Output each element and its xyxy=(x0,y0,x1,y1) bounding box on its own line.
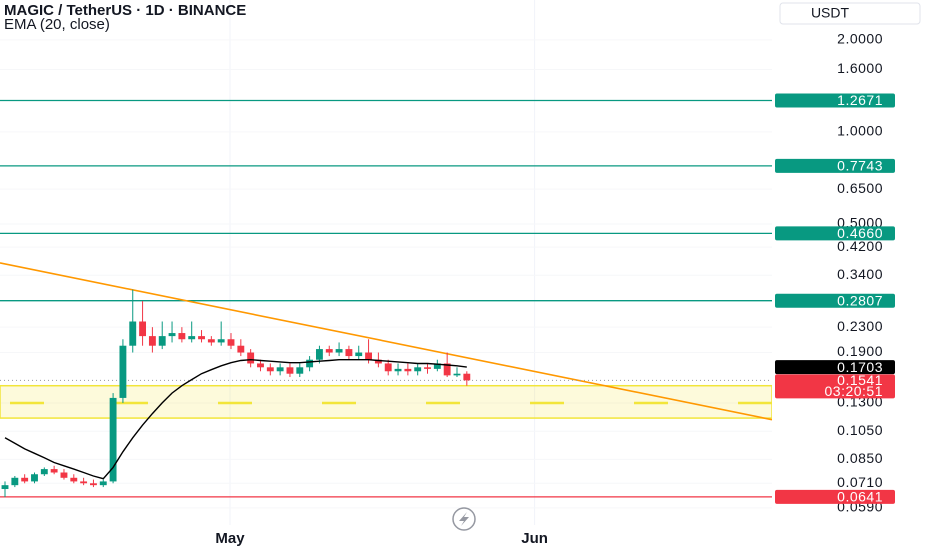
candle-body xyxy=(50,469,58,473)
ema-tag xyxy=(775,360,895,375)
candle-body xyxy=(355,352,363,357)
y-tick-label: 0.4200 xyxy=(837,238,883,254)
candle-body xyxy=(178,333,186,340)
candle-body xyxy=(70,477,78,482)
last-price-label: 0.1541 xyxy=(837,372,883,388)
x-tick-label: Jun xyxy=(521,530,548,547)
level-label: 0.2807 xyxy=(837,292,883,308)
y-tick-label: 0.3400 xyxy=(837,266,883,282)
last-price-tag xyxy=(775,374,895,399)
candle-body xyxy=(148,336,156,346)
y-tick-label: 2.0000 xyxy=(837,31,883,47)
x-tick-label: May xyxy=(215,530,245,547)
price-axis: 2.00001.60001.00000.65000.50000.42000.34… xyxy=(775,31,895,515)
level-tag xyxy=(775,226,895,241)
y-tick-label: 0.6500 xyxy=(837,180,883,196)
level-label: 0.0641 xyxy=(837,489,883,505)
candle-body xyxy=(80,481,88,484)
candle-body xyxy=(404,368,412,372)
candle-body xyxy=(384,363,392,372)
currency: USDT xyxy=(811,5,850,21)
candle-body xyxy=(453,373,461,376)
plot-area xyxy=(0,0,772,525)
candle-body xyxy=(198,336,205,340)
candle-body xyxy=(325,349,333,353)
candle-body xyxy=(266,367,274,372)
y-tick-label: 0.0710 xyxy=(837,474,883,490)
ema-tag-label: 0.1703 xyxy=(837,359,883,375)
candle-body xyxy=(11,477,19,486)
candle-body xyxy=(1,485,9,490)
candle-body xyxy=(463,373,471,381)
candle-body xyxy=(31,474,38,482)
candle-body xyxy=(237,345,245,353)
candle-body xyxy=(296,367,304,374)
countdown-label: 03:20:51 xyxy=(825,383,884,399)
candle-body xyxy=(99,481,107,486)
candle-body xyxy=(443,363,451,376)
candle-body xyxy=(158,336,166,346)
ema-line xyxy=(4,358,467,480)
candle-body xyxy=(315,349,323,360)
level-label: 1.2671 xyxy=(837,92,883,108)
indicator-label: EMA (20, close) xyxy=(4,16,110,33)
candle-body xyxy=(129,321,137,346)
candle-body xyxy=(276,367,284,372)
candle-body xyxy=(433,363,441,369)
candle-body xyxy=(207,339,215,343)
y-tick-label: 1.6000 xyxy=(837,60,883,76)
candle-body xyxy=(188,336,196,340)
y-tick-label: 0.2300 xyxy=(837,318,883,334)
candle-body xyxy=(424,367,431,369)
candle-body xyxy=(227,339,235,346)
y-tick-label: 0.1050 xyxy=(837,422,883,438)
level-tag xyxy=(775,93,895,108)
candle-body xyxy=(109,397,117,482)
chart-title: MAGIC / TetherUS · 1D · BINANCE xyxy=(4,2,246,19)
level-tag xyxy=(775,158,895,173)
y-tick-label: 0.1900 xyxy=(837,343,883,359)
candle-body xyxy=(90,483,97,486)
candle-body xyxy=(414,367,422,372)
level-label: 0.4660 xyxy=(837,225,883,241)
candle-body xyxy=(394,368,402,372)
candle-body xyxy=(286,367,294,374)
level-tag xyxy=(775,489,895,504)
level-tag xyxy=(775,293,895,308)
y-tick-label: 0.0850 xyxy=(837,450,883,466)
candle-body xyxy=(21,477,29,482)
candle-body xyxy=(247,352,255,364)
candle-body xyxy=(306,359,314,368)
candle-body xyxy=(119,345,127,398)
candle-body xyxy=(365,352,372,360)
candle-body xyxy=(139,321,147,337)
level-label: 0.7743 xyxy=(837,158,883,174)
replay-icon[interactable] xyxy=(452,507,476,531)
trendline xyxy=(0,262,772,421)
candle-body xyxy=(217,339,225,343)
candle-body xyxy=(257,363,264,368)
currency-box[interactable] xyxy=(779,2,921,25)
candle-body xyxy=(60,472,68,478)
y-tick-label: 1.0000 xyxy=(837,123,883,139)
candle-body xyxy=(374,359,382,364)
candle-body xyxy=(40,469,48,475)
candle-body xyxy=(345,349,353,357)
candle-body xyxy=(168,333,176,337)
candle-body xyxy=(335,349,343,353)
